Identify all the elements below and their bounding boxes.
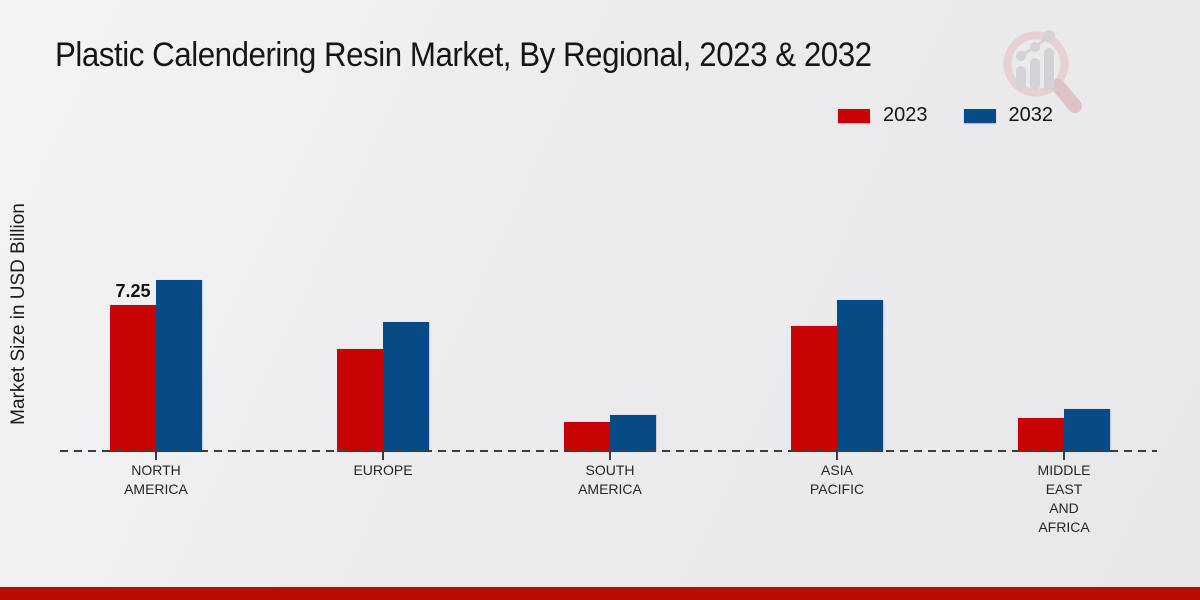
category-label-north-america: NORTH AMERICA <box>124 462 188 497</box>
legend-swatch-2032 <box>963 108 996 123</box>
bar-2023-south-america <box>564 422 610 452</box>
bar-2032-middle-east-and-africa <box>1064 409 1110 452</box>
footer-accent-bar <box>0 587 1200 600</box>
chart-title: Plastic Calendering Resin Market, By Reg… <box>55 36 872 74</box>
legend-item-2032: 2032 <box>963 104 1054 127</box>
bar-2023-europe <box>337 349 383 452</box>
bar-2032-south-america <box>610 415 656 452</box>
magnifier-bar-chart-logo-icon <box>1003 30 1082 113</box>
axis-tick-middle-east-and-africa <box>1063 452 1065 460</box>
legend-label-2023: 2023 <box>883 104 928 126</box>
y-axis-label: Market Size in USD Billion <box>8 203 29 425</box>
bar-2023-asia-pacific <box>791 326 837 452</box>
bar-2032-asia-pacific <box>837 300 883 452</box>
bar-2032-north-america <box>156 280 202 452</box>
data-label-2023-north-america: 7.25 <box>115 281 151 301</box>
axis-tick-asia-pacific <box>836 452 838 460</box>
category-label-middle-east-and-africa: MIDDLE EAST AND AFRICA <box>1037 462 1091 535</box>
bar-2023-middle-east-and-africa <box>1018 418 1064 452</box>
legend-item-2023: 2023 <box>838 104 928 127</box>
axis-tick-north-america <box>155 452 157 460</box>
legend: 2023 2032 <box>838 104 1053 127</box>
x-axis-baseline <box>60 450 1157 452</box>
axis-tick-europe <box>382 452 384 460</box>
legend-swatch-2023 <box>838 108 870 123</box>
bar-2032-europe <box>383 322 429 452</box>
category-label-south-america: SOUTH AMERICA <box>578 462 642 497</box>
category-label-asia-pacific: ASIA PACIFIC <box>809 462 865 497</box>
category-label-europe: EUROPE <box>353 462 413 478</box>
bar-2023-north-america <box>110 305 156 452</box>
axis-tick-south-america <box>609 452 611 460</box>
legend-label-2032: 2032 <box>1008 104 1054 126</box>
